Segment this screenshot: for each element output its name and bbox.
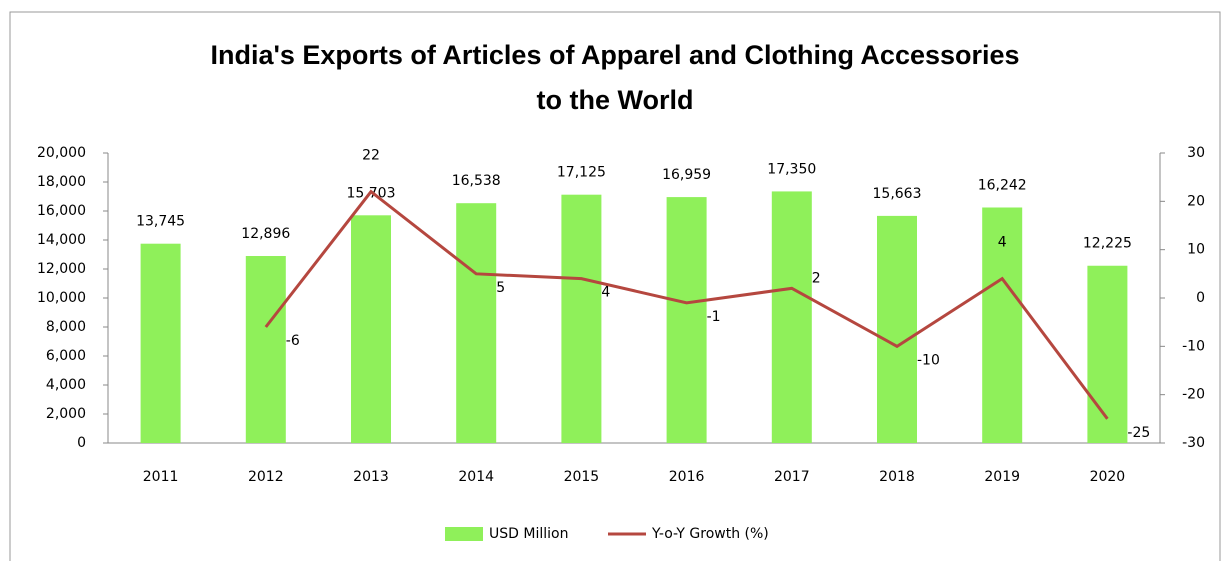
bar: [877, 215, 917, 443]
x-tick-label: 2020: [1090, 469, 1126, 485]
y-tick-label: 8,000: [46, 319, 86, 335]
bar: [982, 207, 1023, 443]
line: [264, 189, 1109, 420]
legend-label: Y-o-Y Growth (%): [651, 526, 769, 542]
y2-tick-label: 0: [1196, 290, 1205, 306]
bar: [140, 243, 181, 443]
y-tick-label: 6,000: [46, 348, 86, 364]
y-tick-label: 2,000: [46, 406, 86, 422]
y-tick-label: 12,000: [37, 261, 86, 277]
bar-value-label: 12,896: [241, 226, 290, 242]
y-tick-label: 20,000: [37, 145, 86, 161]
line-value-label: 22: [362, 148, 380, 164]
y2-tick-label: -20: [1182, 387, 1205, 403]
bar: [245, 256, 286, 443]
chart-title: to the World: [537, 85, 694, 115]
x-tick-label: 2014: [458, 469, 494, 485]
bar: [666, 197, 707, 443]
chart-frame: [9, 11, 1221, 561]
bar: [1087, 265, 1128, 443]
line-value-label: 2: [812, 270, 821, 286]
y-tick-label: 14,000: [37, 232, 86, 248]
bar-value-label: 13,745: [136, 214, 185, 230]
x-tick-label: 2016: [669, 469, 705, 485]
y-tick-label: 18,000: [37, 174, 86, 190]
x-tick-label: 2017: [774, 469, 810, 485]
line-value-label: 4: [998, 235, 1007, 251]
line-value-label: -10: [917, 352, 940, 368]
line-value-label: 4: [601, 285, 610, 301]
bar: [351, 215, 391, 443]
line-value-label: -25: [1127, 425, 1150, 441]
legend-label: USD Million: [489, 526, 568, 542]
line-value-label: -6: [286, 333, 300, 349]
bar-value-label: 16,242: [978, 177, 1027, 193]
x-tick-label: 2011: [143, 469, 179, 485]
y2-tick-label: -30: [1182, 435, 1205, 451]
y2-tick-label: 30: [1187, 145, 1205, 161]
x-tick-label: 2013: [353, 469, 389, 485]
y2-tick-label: -10: [1182, 338, 1205, 354]
x-tick-label: 2019: [984, 469, 1020, 485]
chart-title: India's Exports of Articles of Apparel a…: [210, 40, 1019, 70]
bar-value-label: 16,959: [662, 167, 711, 183]
y-tick-label: 10,000: [37, 290, 86, 306]
bar-value-label: 16,538: [452, 173, 501, 189]
x-tick-label: 2018: [879, 469, 915, 485]
bar-value-label: 15,663: [873, 186, 922, 202]
line-value-label: -1: [707, 309, 721, 325]
y-tick-label: 0: [77, 435, 86, 451]
y-tick-label: 4,000: [46, 377, 86, 393]
bar-value-label: 17,125: [557, 165, 606, 181]
bar-value-label: 17,350: [767, 161, 816, 177]
legend-swatch: [445, 527, 483, 541]
y-tick-label: 16,000: [37, 203, 86, 219]
y2-tick-label: 20: [1187, 193, 1205, 209]
x-tick-label: 2012: [248, 469, 284, 485]
y2-tick-label: 10: [1187, 242, 1205, 258]
x-tick-label: 2015: [564, 469, 600, 485]
bar: [771, 191, 812, 443]
bar: [456, 203, 497, 443]
bar: [561, 194, 602, 443]
bar-value-label: 12,225: [1083, 236, 1132, 252]
line-value-label: 5: [496, 280, 505, 296]
